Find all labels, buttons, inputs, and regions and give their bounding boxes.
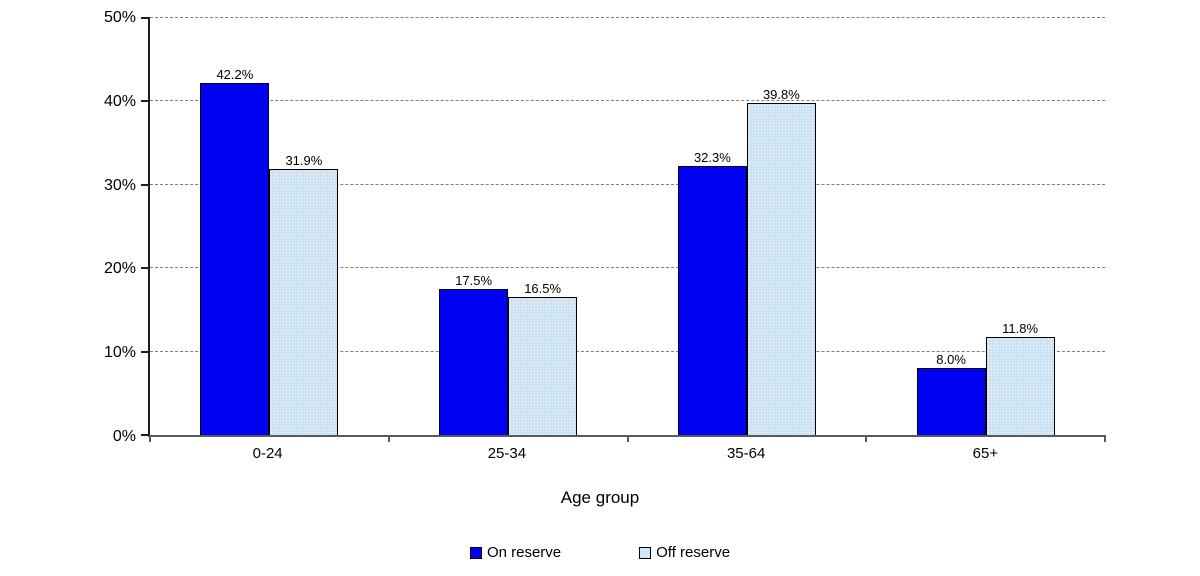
legend-label: On reserve — [486, 544, 562, 561]
y-tick-label: 40% — [103, 92, 136, 110]
gridline-20 — [150, 267, 1105, 269]
bar-on-reserve-0-24: 42.2% — [200, 67, 270, 435]
y-tick-label: 10% — [103, 344, 136, 362]
x-axis-title: Age group — [560, 488, 640, 507]
y-tick-mark — [141, 350, 150, 353]
x-tick-mark — [865, 435, 868, 442]
y-tick-label: 20% — [103, 260, 136, 278]
x-tick-mark — [1104, 435, 1106, 442]
bar-off-reserve-35-64: 39.8% — [746, 87, 816, 435]
x-tick-label-0-24: 0-24 — [252, 445, 283, 462]
bar-value-label: 16.5% — [524, 281, 562, 297]
gridline-50 — [150, 17, 1105, 18]
bar-on-reserve-35-64: 32.3% — [677, 150, 747, 435]
bar-off-reserve-0-24: 31.9% — [269, 153, 339, 435]
y-tick-mark — [141, 434, 150, 436]
x-tick-label-25-34: 25-34 — [487, 445, 527, 462]
bar-group-0-24: 42.2% 31.9% — [150, 18, 389, 435]
y-tick-mark — [141, 100, 150, 103]
y-tick-label: 0% — [112, 428, 136, 445]
x-tick-label-65plus: 65+ — [972, 445, 999, 462]
bar-group-65plus: 8.0% 11.8% — [866, 18, 1105, 435]
bar-value-label: 8.0% — [936, 352, 966, 368]
y-tick-label: 50% — [103, 9, 136, 26]
x-tick-mark — [626, 435, 629, 442]
bar-off-reserve-65plus: 11.8% — [985, 321, 1055, 435]
bar-value-label: 17.5% — [455, 273, 493, 289]
bar-value-label: 39.8% — [762, 87, 800, 103]
y-axis-labels: 0% 10% 20% 30% 40% 50% — [0, 9, 136, 445]
y-tick-mark — [141, 183, 150, 186]
bar-value-label: 32.3% — [693, 149, 731, 165]
gridline-30 — [150, 183, 1105, 185]
gridline-40 — [150, 100, 1105, 102]
legend: On reserve Off reserve — [0, 544, 1200, 561]
bar-value-label: 42.2% — [216, 67, 254, 83]
bar-value-label: 11.8% — [1002, 320, 1039, 336]
x-tick-mark — [149, 435, 151, 442]
bar-group-35-64: 32.3% 39.8% — [628, 18, 867, 435]
y-tick-mark — [141, 17, 150, 19]
y-tick-label: 30% — [103, 176, 136, 194]
x-tick-mark — [387, 435, 390, 442]
bar-off-reserve-25-34: 16.5% — [508, 281, 578, 435]
x-axis-labels: 0-24 25-34 35-64 65+ — [148, 445, 1105, 462]
legend-item-off-reserve: Off reserve — [639, 544, 730, 561]
bar-value-label: 31.9% — [285, 152, 323, 168]
bar-group-25-34: 17.5% 16.5% — [389, 18, 628, 435]
legend-label: Off reserve — [656, 544, 731, 561]
bar-on-reserve-25-34: 17.5% — [439, 273, 509, 435]
legend-swatch-on-reserve — [469, 546, 482, 559]
y-tick-mark — [141, 267, 150, 270]
x-tick-label-35-64: 35-64 — [726, 445, 766, 462]
legend-item-on-reserve: On reserve — [469, 544, 562, 561]
bar-on-reserve-65plus: 8.0% — [916, 352, 986, 435]
gridline-10 — [150, 350, 1105, 352]
bars-container: 42.2% 31.9% 17.5% 16.5% 32.3% 39.8% 8.0% 11.8% — [150, 18, 1105, 435]
legend-swatch-off-reserve — [639, 546, 652, 559]
plot-area: 42.2% 31.9% 17.5% 16.5% 32.3% 39.8% 8.0% 11.8% — [141, 17, 1106, 442]
